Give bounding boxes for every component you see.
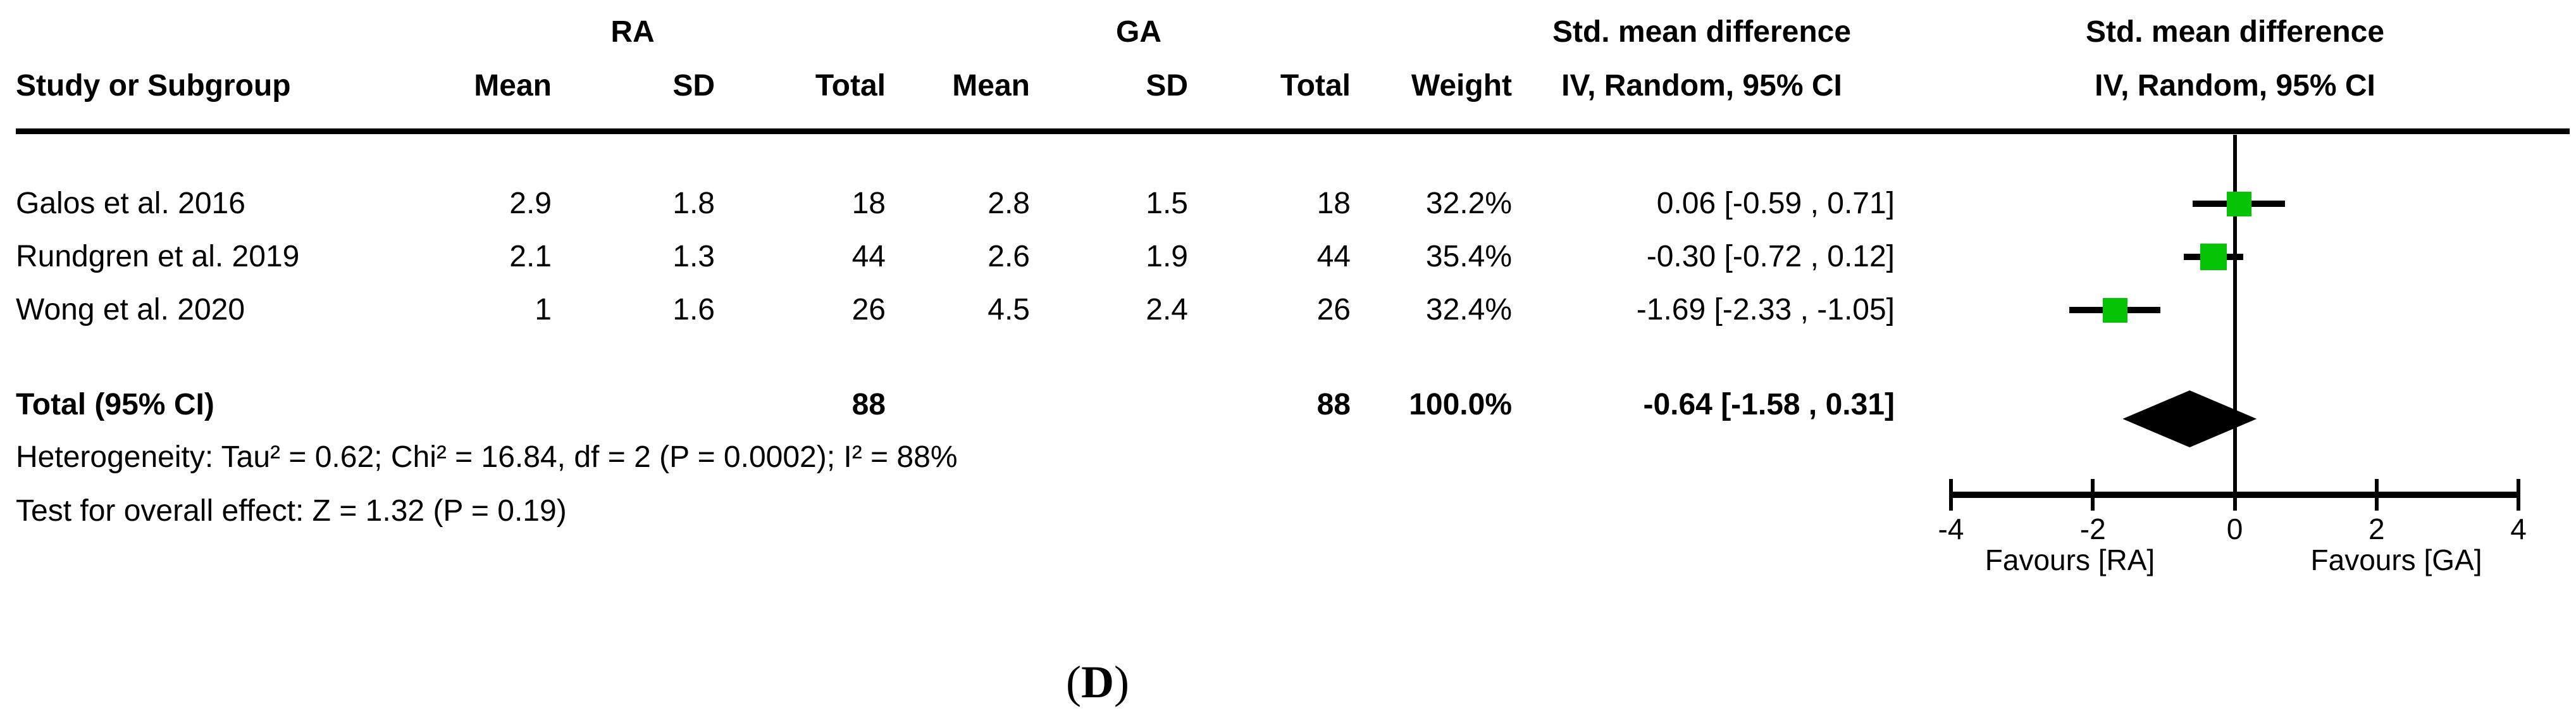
header-divider [16, 128, 2570, 134]
ra-sd: 1.8 [672, 187, 715, 220]
ga-mean: 4.5 [988, 293, 1030, 326]
table-row: Rundgren et al. 2019 2.1 1.3 44 2.6 1.9 … [0, 240, 2576, 273]
ci-text: -1.69 [-2.33 , -1.05] [1636, 293, 1895, 326]
panel-label-paren-close: ) [1114, 657, 1129, 707]
col-header-study: Study or Subgroup [16, 69, 291, 103]
plot-column-title: Std. mean difference [2085, 15, 2385, 49]
ra-total: 18 [851, 187, 886, 220]
total-ci-text: -0.64 [-1.58 , 0.31] [1643, 388, 1895, 421]
heterogeneity-row: Heterogeneity: Tau² = 0.62; Chi² = 16.84… [0, 441, 2576, 474]
axis-tick-label: -2 [2079, 513, 2106, 545]
panel-label-letter: D [1081, 657, 1114, 707]
axis-tick-label: 4 [2510, 513, 2527, 545]
col-header-sd-ga: SD [1146, 69, 1188, 103]
axis-tick [1949, 479, 1953, 511]
ga-mean: 2.8 [988, 187, 1030, 220]
axis-tick [2091, 479, 2095, 511]
figure-panel-label: (D) [908, 657, 1287, 707]
header-row-columns: Study or Subgroup Mean SD Total Mean SD … [0, 70, 2576, 103]
ga-total: 18 [1316, 187, 1351, 220]
axis-tick-label: 2 [2368, 513, 2385, 545]
weight-value: 32.2% [1425, 187, 1512, 220]
panel-label-paren-open: ( [1066, 657, 1081, 707]
favours-right-label: Favours [GA] [2310, 544, 2482, 576]
table-row: Galos et al. 2016 2.9 1.8 18 2.8 1.5 18 … [0, 187, 2576, 220]
axis-tick-label: -4 [1938, 513, 1964, 545]
weight-value: 32.4% [1425, 293, 1512, 326]
col-header-total-ra: Total [815, 69, 886, 103]
weight-value: 35.4% [1425, 240, 1512, 273]
ga-sd: 1.9 [1146, 240, 1188, 273]
zero-line [2232, 135, 2237, 495]
axis-tick-label: 0 [2226, 513, 2243, 545]
ga-total: 44 [1316, 240, 1351, 273]
total-row: Total (95% CI) 88 88 100.0% -0.64 [-1.58… [0, 388, 2576, 421]
study-name: Galos et al. 2016 [16, 187, 245, 220]
effect-column-subtitle: IV, Random, 95% CI [1561, 69, 1842, 103]
ga-sd: 1.5 [1146, 187, 1188, 220]
ga-sd: 2.4 [1146, 293, 1188, 326]
ga-total: 26 [1316, 293, 1351, 326]
total-weight-value: 100.0% [1409, 388, 1512, 421]
ra-sd: 1.6 [672, 293, 715, 326]
group-ga-label: GA [1116, 15, 1161, 49]
header-row-groups: RA GA Std. mean difference Std. mean dif… [0, 16, 2576, 49]
col-header-sd-ra: SD [672, 69, 715, 103]
axis-tick [2232, 479, 2237, 511]
favours-left-label: Favours [RA] [1985, 544, 2155, 576]
ra-sd: 1.3 [672, 240, 715, 273]
ci-text: -0.30 [-0.72 , 0.12] [1646, 240, 1895, 273]
ga-mean: 2.6 [988, 240, 1030, 273]
heterogeneity-text: Heterogeneity: Tau² = 0.62; Chi² = 16.84… [16, 440, 958, 474]
study-marker [2200, 244, 2227, 270]
study-marker [2102, 297, 2127, 323]
ra-mean: 2.9 [509, 187, 552, 220]
table-row: Wong et al. 2020 1 1.6 26 4.5 2.4 26 32.… [0, 294, 2576, 326]
study-name: Wong et al. 2020 [16, 293, 245, 326]
plot-column-subtitle: IV, Random, 95% CI [2095, 69, 2375, 103]
overall-effect-text: Test for overall effect: Z = 1.32 (P = 0… [16, 494, 567, 528]
group-ra-label: RA [610, 15, 655, 49]
ci-text: 0.06 [-0.59 , 0.71] [1656, 187, 1895, 220]
col-header-mean-ga: Mean [952, 69, 1030, 103]
study-marker [2226, 191, 2251, 216]
total-ra-total: 88 [851, 388, 886, 421]
col-header-total-ga: Total [1280, 69, 1351, 103]
effect-column-title: Std. mean difference [1552, 15, 1852, 49]
axis-tick [2517, 479, 2520, 511]
col-header-weight: Weight [1411, 69, 1512, 103]
forest-plot: Favours [RA] Favours [GA] -4 -2 0 2 4 [1938, 135, 2527, 597]
ra-total: 26 [851, 293, 886, 326]
axis-tick [2374, 479, 2379, 511]
total-ga-total: 88 [1316, 388, 1351, 421]
ra-total: 44 [851, 240, 886, 273]
ra-mean: 1 [535, 293, 552, 326]
ra-mean: 2.1 [509, 240, 552, 273]
overall-effect-row: Test for overall effect: Z = 1.32 (P = 0… [0, 495, 2576, 528]
col-header-mean-ra: Mean [474, 69, 552, 103]
total-label: Total (95% CI) [16, 388, 214, 421]
study-name: Rundgren et al. 2019 [16, 240, 300, 273]
